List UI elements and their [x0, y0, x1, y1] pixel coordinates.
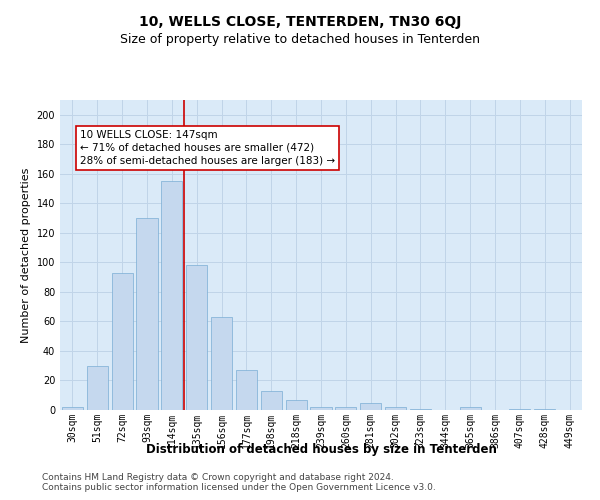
Text: Distribution of detached houses by size in Tenterden: Distribution of detached houses by size …: [146, 442, 496, 456]
Bar: [161, 181, 182, 410]
Bar: [186, 266, 207, 410]
Bar: [410, 408, 431, 410]
Y-axis label: Number of detached properties: Number of detached properties: [21, 168, 31, 342]
Bar: [87, 366, 108, 410]
Text: Size of property relative to detached houses in Tenterden: Size of property relative to detached ho…: [120, 32, 480, 46]
Text: 10, WELLS CLOSE, TENTERDEN, TN30 6QJ: 10, WELLS CLOSE, TENTERDEN, TN30 6QJ: [139, 15, 461, 29]
Bar: [385, 407, 406, 410]
Bar: [335, 407, 356, 410]
Bar: [460, 407, 481, 410]
Bar: [236, 370, 257, 410]
Bar: [62, 407, 83, 410]
Bar: [360, 402, 381, 410]
Bar: [112, 272, 133, 410]
Bar: [261, 391, 282, 410]
Bar: [509, 408, 530, 410]
Bar: [136, 218, 158, 410]
Bar: [211, 317, 232, 410]
Bar: [310, 407, 332, 410]
Text: Contains HM Land Registry data © Crown copyright and database right 2024.: Contains HM Land Registry data © Crown c…: [42, 472, 394, 482]
Bar: [534, 408, 555, 410]
Text: Contains public sector information licensed under the Open Government Licence v3: Contains public sector information licen…: [42, 484, 436, 492]
Bar: [286, 400, 307, 410]
Text: 10 WELLS CLOSE: 147sqm
← 71% of detached houses are smaller (472)
28% of semi-de: 10 WELLS CLOSE: 147sqm ← 71% of detached…: [80, 130, 335, 166]
